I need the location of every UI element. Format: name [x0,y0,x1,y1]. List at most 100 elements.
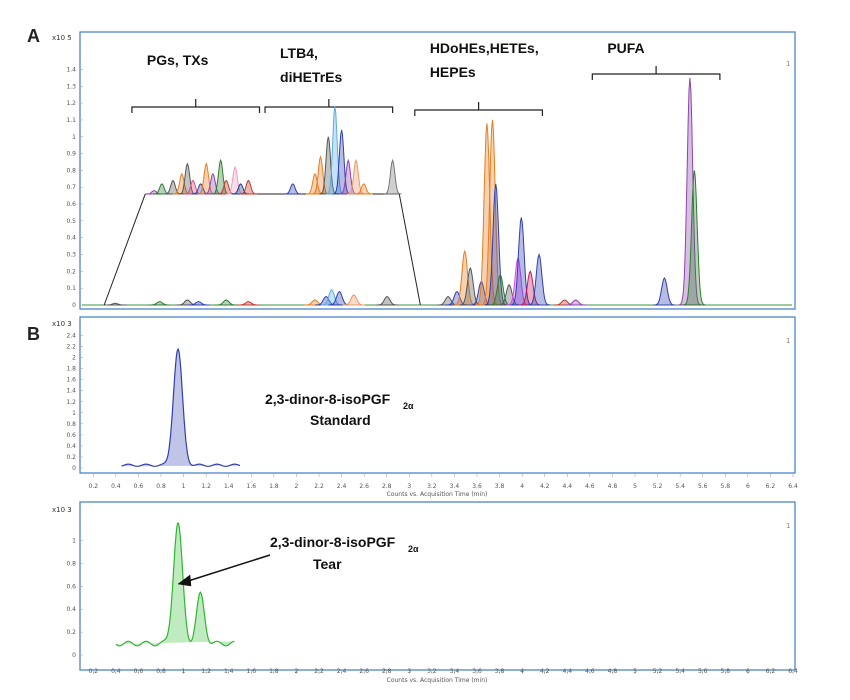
xtick-label: 5.6 [698,668,708,675]
panel-a-inset-projection [103,193,146,306]
panel-a-group-label: HDoHEs,HETEs, [430,40,539,56]
panel-a-peak [510,217,533,306]
xtick-label: 1 [182,668,186,675]
panel-a-inset-peak [239,179,258,195]
xtick-label: 3.8 [495,483,505,490]
panel-a-group-label: HEPEs [430,64,476,80]
panel-a-inset-peak [354,183,373,195]
annotation-arrow-head [177,574,192,587]
panel-a-ytick-label: 1.2 [66,100,76,107]
xtick-label: 4.2 [540,668,550,675]
ytick-label: 0 [72,465,76,472]
panel-a-ytick-label: 0.1 [66,285,76,292]
panel-b-annotation-sub: 2α [403,401,414,411]
panel-b-letter: B [27,324,40,344]
xtick-label: 3.4 [450,483,460,490]
xtick-label: 5.6 [698,483,708,490]
xtick-label: 3.4 [450,668,460,675]
xtick-label: 4.8 [608,483,618,490]
panel-a-ytick-label: 1.1 [66,117,76,124]
xtick-label: 1.2 [201,483,211,490]
panel-a-peak [564,299,587,306]
panel-b-xlabel: Counts vs. Acquisition Time (min) [387,491,488,498]
xtick-label: 0.6 [134,668,144,675]
ytick-label: 0.8 [66,560,76,567]
xtick-label: 2.2 [314,668,324,675]
xtick-label: 1.6 [247,483,257,490]
panel-a-peak [481,119,504,306]
xtick-label: 2.8 [382,483,392,490]
xtick-label: 4.6 [585,668,595,675]
panel-a-ytick-label: 0 [72,302,76,309]
xtick-label: 3.2 [427,668,437,675]
xtick-label: 4 [520,483,524,490]
xtick-label: 4.2 [540,483,550,490]
panel-a-peak [683,170,706,306]
ytick-label: 2.2 [66,344,76,351]
xtick-label: 2.4 [337,483,347,490]
xtick-label: 3.6 [472,483,482,490]
panel-a-peak [237,301,260,306]
xtick-label: 0.4 [111,668,121,675]
xtick-label: 6.4 [788,483,798,490]
xtick-label: 2.4 [337,668,347,675]
xtick-label: 4.6 [585,483,595,490]
panel-a-ytick-label: 0.8 [66,167,76,174]
panel-a-ytick-label: 0.9 [66,151,76,158]
ytick-label: 2.4 [66,333,76,340]
xtick-label: 1.8 [269,668,279,675]
xtick-label: 1.4 [224,668,234,675]
panel-a-peak [148,301,171,306]
xtick-label: 4 [520,668,524,675]
xtick-label: 2.2 [314,483,324,490]
panel-a-peak [484,183,507,306]
xtick-label: 1 [182,483,186,490]
panel-a-chart: x10 5 1 0 0.1 0.2 0.3 0.4 0.5 0.6 0.7 0.8 0.9 1 1.1… [52,31,796,310]
panel-b-annotation-name: 2,3-dinor-8-isoPGF [265,391,391,407]
panel-a-inset-peak [326,106,344,195]
panel-a-peak [187,301,210,306]
panel-b2-annotation-label: Tear [313,556,342,572]
xtick-label: 0.4 [111,483,121,490]
panel-b2-chart: x10 3 1 Counts vs. Acquisition Time (min… [52,501,798,684]
panel-b2-frame [79,501,796,671]
xtick-label: 4.8 [608,668,618,675]
xtick-label: 0.2 [89,668,99,675]
xtick-label: 0.2 [89,483,99,490]
panel-a-ytick-label: 0.5 [66,218,76,225]
xtick-label: 3.6 [472,668,482,675]
panel-b2-y-multiplier: x10 3 [52,506,72,514]
panel-b-chart: x10 3 1 Counts vs. Acquisition Time (min… [52,316,798,498]
xtick-label: 1.2 [201,668,211,675]
xtick-label: 5.8 [721,483,731,490]
panel-a-letter: A [27,26,40,46]
panel-a-peak [527,252,551,306]
xtick-label: 6 [746,668,750,675]
panel-b2-annotation-name: 2,3-dinor-8-isoPGF [270,534,396,550]
xtick-label: 0.6 [134,483,144,490]
xtick-label: 5.2 [653,483,663,490]
xtick-label: 3 [407,668,411,675]
xtick-label: 5.4 [675,668,685,675]
xtick-label: 2.6 [359,668,369,675]
xtick-label: 5.4 [675,483,685,490]
xtick-label: 3.8 [495,668,505,675]
xtick-label: 3 [407,483,411,490]
panel-a-inset-projection [398,193,421,306]
panel-a-ytick-label: 1.3 [66,83,76,90]
panel-b-annotation-label: Standard [310,412,371,428]
panel-a-group-label: LTB4, [280,45,318,61]
panel-b-corner-mark: 1 [786,337,790,345]
panel-a-group-label: PUFA [607,40,644,56]
panel-a-group-label: diHETrEs [280,69,342,85]
panel-a-peak [342,294,365,306]
ytick-label: 1.2 [66,399,76,406]
ytick-label: 0.4 [66,606,76,613]
panel-a-group-bracket [264,99,394,113]
panel-b2-annotation-sub: 2α [408,544,419,554]
ytick-label: 0.8 [66,421,76,428]
panel-a-group-bracket [591,66,721,80]
ytick-label: 1 [72,410,76,417]
xtick-label: 4.4 [563,483,573,490]
